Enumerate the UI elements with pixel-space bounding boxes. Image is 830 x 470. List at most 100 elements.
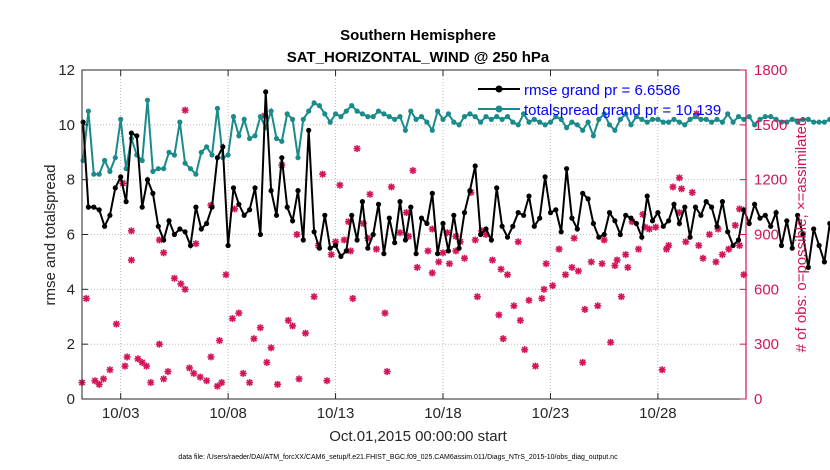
series-point-0: [214, 155, 220, 161]
series-point-1: [381, 111, 387, 117]
y-tick-label: 0: [67, 391, 75, 408]
series-point-0: [574, 226, 580, 232]
series-point-1: [649, 116, 656, 122]
obs-count-point: [256, 324, 264, 332]
series-point-0: [118, 174, 124, 180]
series-point-0: [461, 210, 468, 216]
series-point-1: [574, 122, 580, 128]
obs-count-point: [503, 271, 511, 279]
series-point-0: [526, 193, 532, 199]
obs-count-point: [460, 254, 468, 262]
series-point-0: [91, 204, 97, 210]
series-point-1: [612, 127, 618, 133]
obs-count-point: [190, 369, 198, 377]
series-point-0: [166, 218, 172, 224]
series-point-1: [671, 116, 677, 122]
obs-count-point: [185, 364, 193, 372]
series-point-1: [311, 100, 317, 106]
series-point-1: [735, 114, 742, 120]
obs-count-point: [525, 296, 533, 304]
footnote: data file: /Users/raeder/DAI/ATM_forcXX/…: [178, 454, 618, 461]
obs-count-point: [366, 190, 374, 198]
series-point-0: [547, 210, 554, 216]
series-point-0: [359, 199, 365, 205]
series-point-1: [182, 160, 188, 166]
obs-count-point: [705, 231, 713, 238]
obs-count-point: [106, 366, 114, 374]
series-point-1: [392, 116, 398, 122]
obs-count-point: [516, 316, 524, 324]
series-point-1: [488, 116, 494, 122]
series-point-1: [300, 116, 306, 122]
series-point-0: [96, 207, 102, 213]
series-point-0: [816, 242, 822, 249]
x-tick-label: 10/08: [209, 405, 247, 422]
series-point-0: [827, 220, 830, 227]
series-point-1: [161, 166, 167, 172]
obs-count-point: [675, 174, 683, 182]
series-point-1: [204, 144, 210, 150]
series-point-1: [241, 116, 247, 122]
series-point-0: [435, 251, 441, 257]
y-tick-label: 2: [67, 336, 75, 353]
series-point-0: [531, 223, 537, 229]
obs-count-point: [95, 380, 103, 388]
series-point-1: [268, 108, 274, 114]
obs-count-point: [624, 263, 632, 271]
series-point-1: [542, 122, 548, 128]
obs-count-point: [424, 247, 432, 255]
series-point-1: [472, 114, 478, 120]
series-point-1: [418, 114, 425, 120]
x-axis-label: Oct.01,2015 00:00:00 start: [329, 428, 507, 445]
series-point-0: [671, 201, 677, 207]
obs-count-point: [353, 145, 361, 153]
series-point-0: [521, 212, 527, 218]
obs-count-point: [289, 322, 297, 330]
obs-count-point: [540, 285, 548, 293]
series-point-1: [725, 111, 731, 117]
series-point-0: [558, 229, 564, 235]
series-point-0: [741, 207, 747, 213]
series-point-1: [714, 116, 720, 122]
series-point-1: [499, 116, 505, 122]
series-point-0: [623, 212, 629, 218]
obs-count-point: [695, 241, 703, 249]
series-point-1: [112, 155, 118, 161]
obs-count-point: [235, 309, 243, 317]
series-point-1: [703, 116, 709, 122]
series-point-1: [521, 111, 527, 117]
series-point-0: [424, 220, 430, 227]
series-point-1: [827, 116, 830, 122]
series-point-0: [155, 223, 161, 229]
obs-count-point: [177, 280, 185, 288]
series-point-0: [284, 204, 290, 210]
series-point-1: [306, 108, 312, 114]
series-point-0: [209, 204, 215, 210]
series-point-1: [413, 116, 419, 122]
obs-count-point: [658, 366, 666, 374]
series-point-1: [687, 116, 693, 122]
series-point-1: [596, 116, 602, 122]
series-point-0: [204, 220, 210, 227]
series-point-1: [617, 116, 623, 122]
obs-count-point: [301, 329, 309, 337]
series-point-0: [316, 245, 322, 251]
obs-count-point: [688, 188, 696, 196]
series-point-0: [397, 199, 403, 205]
series-point-0: [762, 212, 768, 218]
obs-count-point: [531, 362, 539, 370]
series-point-1: [666, 119, 672, 125]
axes: 10/03 10/08 10/13 10/18 10/23 10/280246810120…: [58, 62, 787, 422]
obs-count-point: [310, 293, 318, 301]
obs-count-point: [725, 245, 733, 253]
series-point-0: [187, 242, 194, 249]
series-point-1: [580, 127, 586, 133]
series-point-1: [601, 111, 607, 117]
y-tick-label: 10: [58, 117, 75, 134]
obs-count-point: [435, 258, 443, 266]
series-point-0: [102, 223, 108, 229]
series-point-0: [821, 259, 828, 265]
series-point-0: [144, 177, 151, 183]
series-point-0: [193, 204, 199, 210]
